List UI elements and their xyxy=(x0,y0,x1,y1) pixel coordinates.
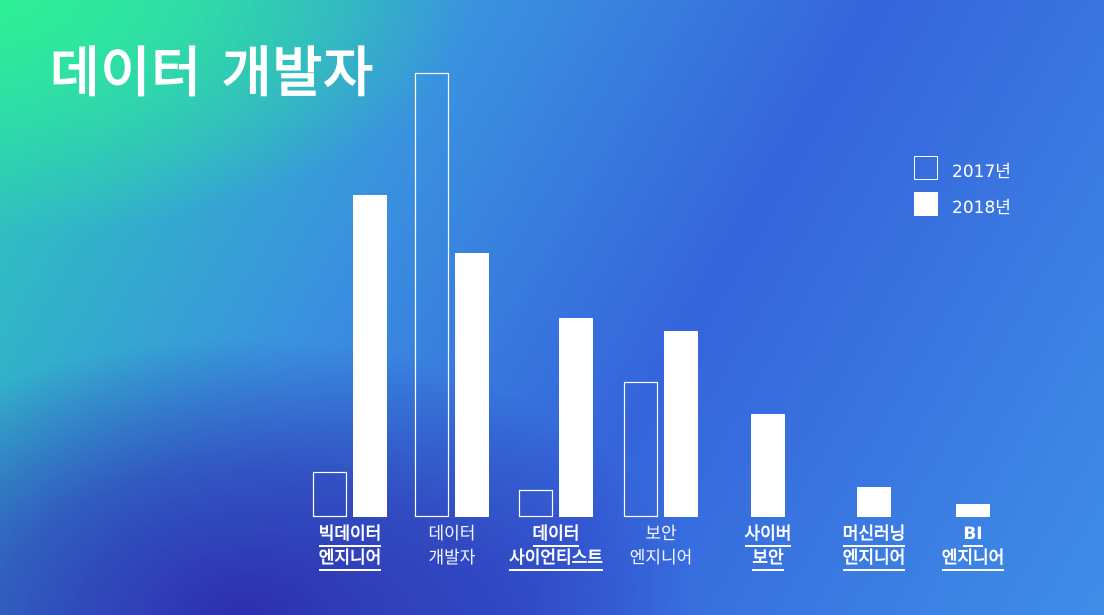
bar-2018-6 xyxy=(956,504,990,517)
legend-label-2017: 2017년 xyxy=(952,162,1011,182)
legend-swatch-2017 xyxy=(914,156,938,180)
category-label-line: 사이언티스트 xyxy=(509,548,603,571)
category-label-line: 엔지니어 xyxy=(842,548,906,571)
category-label-line: 머신러닝 xyxy=(842,524,906,547)
category-label-line: 엔지니어 xyxy=(318,548,382,571)
bar-2018-1 xyxy=(455,253,489,517)
category-label-line: 엔지니어 xyxy=(629,548,693,568)
category-label-line: 데이터 xyxy=(428,524,476,544)
category-label-2: 데이터 사이언티스트 xyxy=(491,522,621,571)
bar-2018-0 xyxy=(353,195,387,517)
category-label-5: 머신러닝 엔지니어 xyxy=(809,522,939,571)
category-label-line: BI xyxy=(963,524,983,547)
category-label-4: 사이버 보안 xyxy=(703,522,833,571)
category-label-line: 개발자 xyxy=(428,548,476,568)
bar-2018-3 xyxy=(664,331,698,517)
category-label-line: 보안 xyxy=(645,524,677,544)
bar-2018-2 xyxy=(559,318,593,517)
category-label-line: 사이버 xyxy=(744,524,792,547)
bar-2018-4 xyxy=(751,414,785,517)
legend-swatch-2018 xyxy=(914,192,938,216)
bar-2017-3 xyxy=(623,381,659,518)
category-label-6: BI 엔지니어 xyxy=(908,522,1038,571)
bar-2017-1 xyxy=(414,72,450,518)
bar-2018-5 xyxy=(857,487,891,517)
category-label-line: 보안 xyxy=(752,548,784,571)
legend-label-2018: 2018년 xyxy=(952,198,1011,218)
category-label-line: 데이터 xyxy=(532,524,580,547)
category-label-0: 빅데이터 엔지니어 xyxy=(285,522,415,571)
chart-title: 데이터 개발자 xyxy=(50,41,374,104)
bar-2017-2 xyxy=(518,489,554,518)
category-label-line: 빅데이터 xyxy=(318,524,382,547)
bar-2017-0 xyxy=(312,471,348,518)
category-label-line: 엔지니어 xyxy=(941,548,1005,571)
